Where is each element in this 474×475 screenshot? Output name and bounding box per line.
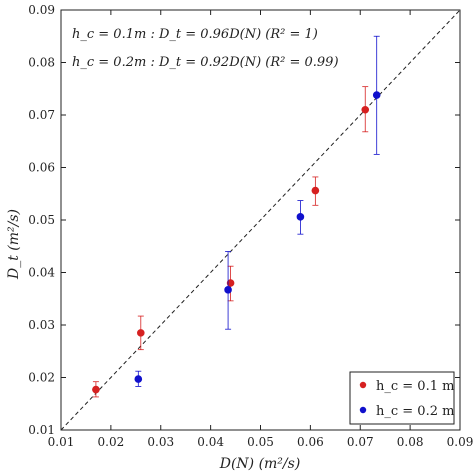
y-axis-label: D_t (m²/s) [6, 209, 22, 280]
legend-label-hc-02: h_c = 0.2 m [376, 404, 454, 419]
x-tick-label: 0.01 [48, 435, 75, 449]
legend-marker-hc-01 [359, 381, 367, 389]
data-point [296, 213, 305, 221]
x-tick-label: 0.05 [247, 435, 274, 449]
data-marks [92, 35, 381, 398]
y-tick-label: 0.08 [28, 56, 55, 70]
x-tick-label: 0.08 [397, 435, 424, 449]
x-tick-label: 0.06 [297, 435, 324, 449]
legend-marker-hc-02 [359, 406, 367, 414]
y-tick-label: 0.03 [28, 318, 55, 332]
reference-diagonal-line [60, 9, 461, 431]
y-tick-label: 0.06 [28, 161, 55, 175]
data-point [372, 91, 381, 99]
y-tick-label: 0.04 [28, 266, 55, 280]
y-tick-label: 0.09 [28, 3, 55, 17]
data-point [311, 186, 320, 195]
x-tick-label: 0.09 [447, 435, 474, 449]
x-tick-label: 0.07 [347, 435, 374, 449]
x-axis-label: D(N) (m²/s) [219, 456, 301, 472]
data-point [134, 375, 143, 383]
series-hc-02 [134, 35, 381, 387]
annotation-fit-hc-02: h_c = 0.2m : D_t = 0.92D(N) (R² = 0.99) [72, 55, 339, 70]
series-hc-01 [92, 86, 370, 398]
data-point [92, 385, 100, 394]
y-tick-label: 0.01 [28, 423, 55, 437]
annotation-fit-hc-01: h_c = 0.1m : D_t = 0.96D(N) (R² = 1) [72, 27, 318, 42]
data-point [224, 286, 232, 294]
x-tick-label: 0.04 [197, 435, 224, 449]
y-tick-label: 0.07 [28, 108, 55, 122]
legend-box [349, 371, 455, 425]
data-point [226, 279, 235, 287]
y-tick-label: 0.02 [28, 371, 55, 385]
data-point [137, 329, 145, 337]
x-tick-label: 0.03 [147, 435, 174, 449]
annotations: h_c = 0.1m : D_t = 0.96D(N) (R² = 1) h_c… [72, 27, 339, 70]
legend-label-hc-01: h_c = 0.1 m [376, 379, 454, 394]
y-tick-label: 0.05 [28, 213, 55, 227]
x-tick-label: 0.02 [98, 435, 125, 449]
data-point [361, 105, 370, 114]
legend: h_c = 0.1 m h_c = 0.2 m [349, 371, 455, 425]
axes: 0.01 0.02 0.03 0.04 0.05 0.06 0.07 0.08 0.09 0.01… [28, 3, 473, 449]
